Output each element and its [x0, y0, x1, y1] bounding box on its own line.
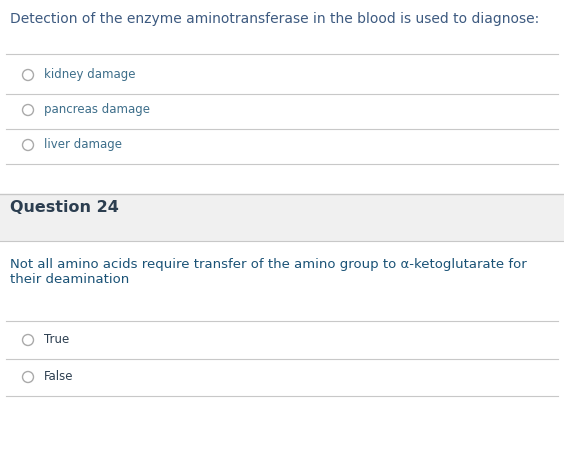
- Text: liver damage: liver damage: [44, 138, 122, 151]
- Text: Not all amino acids require transfer of the amino group to α-ketoglutarate for
t: Not all amino acids require transfer of …: [10, 257, 527, 285]
- Text: kidney damage: kidney damage: [44, 68, 135, 81]
- Text: Question 24: Question 24: [10, 200, 119, 214]
- Text: Detection of the enzyme aminotransferase in the blood is used to diagnose:: Detection of the enzyme aminotransferase…: [10, 12, 539, 26]
- Bar: [0, 195, 564, 241]
- Text: False: False: [44, 369, 73, 382]
- Text: True: True: [44, 332, 69, 345]
- Text: pancreas damage: pancreas damage: [44, 103, 150, 116]
